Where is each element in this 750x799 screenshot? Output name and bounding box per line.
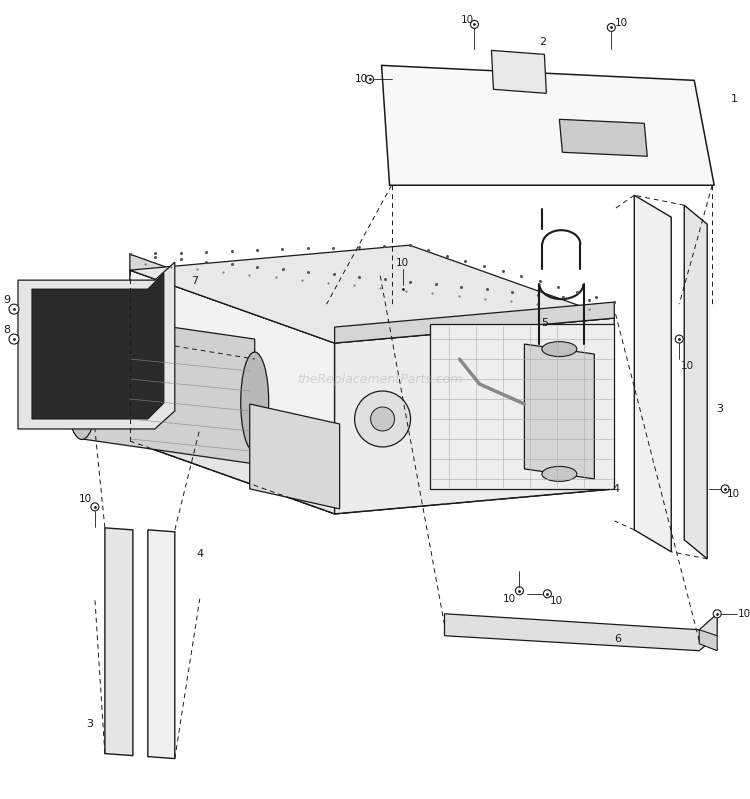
Text: theReplacementParts.com: theReplacementParts.com [297, 372, 462, 386]
Polygon shape [491, 50, 547, 93]
Polygon shape [699, 630, 717, 650]
Text: 1: 1 [730, 94, 738, 105]
Polygon shape [445, 614, 717, 650]
Text: 10: 10 [461, 15, 474, 26]
Circle shape [722, 485, 729, 493]
Text: 10: 10 [737, 609, 750, 618]
Text: 8: 8 [4, 325, 10, 335]
Text: 5: 5 [541, 318, 548, 328]
Text: 10: 10 [78, 494, 92, 504]
Circle shape [355, 391, 410, 447]
Text: 6: 6 [614, 634, 621, 644]
Text: 4: 4 [196, 549, 203, 559]
Polygon shape [560, 119, 647, 157]
Ellipse shape [241, 352, 268, 452]
Text: 9: 9 [4, 295, 10, 305]
Circle shape [675, 335, 683, 343]
Polygon shape [130, 270, 334, 514]
Text: 7: 7 [191, 276, 198, 286]
Polygon shape [250, 404, 340, 509]
Circle shape [713, 610, 722, 618]
Polygon shape [18, 262, 175, 429]
Polygon shape [430, 324, 614, 489]
Circle shape [398, 285, 406, 293]
Ellipse shape [542, 341, 577, 356]
Circle shape [544, 590, 551, 598]
Polygon shape [105, 528, 133, 756]
Polygon shape [32, 273, 164, 419]
Polygon shape [130, 245, 614, 343]
Text: 10: 10 [550, 596, 563, 606]
Text: 3: 3 [716, 404, 723, 414]
Text: 10: 10 [727, 489, 740, 499]
Polygon shape [334, 318, 614, 514]
Circle shape [365, 75, 374, 83]
Polygon shape [130, 416, 614, 514]
Circle shape [608, 23, 615, 31]
Text: 10: 10 [503, 594, 516, 604]
Polygon shape [634, 195, 671, 552]
Ellipse shape [542, 467, 577, 482]
Circle shape [370, 407, 394, 431]
Polygon shape [130, 254, 334, 343]
Polygon shape [524, 344, 594, 479]
Circle shape [515, 586, 523, 594]
Text: 10: 10 [396, 258, 409, 268]
Polygon shape [382, 66, 714, 185]
Polygon shape [325, 295, 560, 337]
Polygon shape [82, 314, 255, 464]
Ellipse shape [64, 315, 100, 439]
Text: 10: 10 [355, 74, 368, 85]
Polygon shape [334, 302, 614, 343]
Circle shape [9, 334, 19, 344]
Text: 10: 10 [615, 18, 628, 29]
Circle shape [91, 503, 99, 511]
Polygon shape [148, 530, 175, 758]
Text: 4: 4 [613, 484, 620, 494]
Text: 3: 3 [86, 718, 94, 729]
Text: 2: 2 [538, 38, 546, 47]
Text: 10: 10 [681, 361, 694, 371]
Circle shape [9, 304, 19, 314]
Circle shape [470, 21, 478, 29]
Polygon shape [684, 205, 707, 559]
